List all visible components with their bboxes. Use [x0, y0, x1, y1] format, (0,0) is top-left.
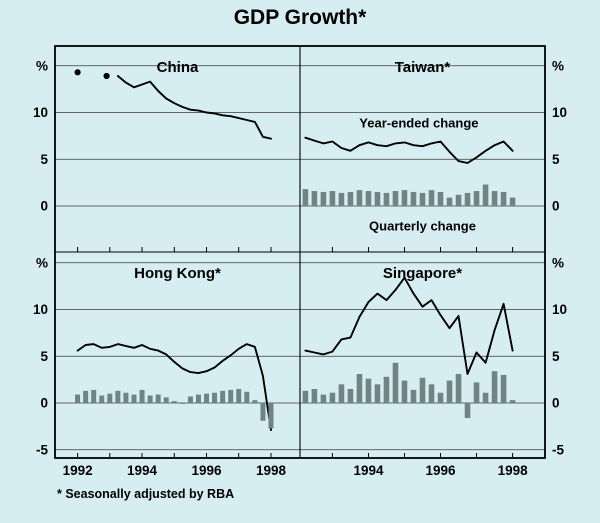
y-axis-labels: % % 10 10 5 5 0 0% % 10 10 5 5 0 0 -5 -5: [33, 58, 567, 457]
x-axis-label: 1996: [191, 463, 222, 478]
singapore-year-ended-line: [304, 276, 514, 375]
panel-title-hong-kong: Hong Kong*: [134, 265, 221, 282]
panel-title-singapore: Singapore*: [383, 265, 462, 282]
y-axis-label: 5: [40, 349, 48, 364]
chart-title: GDP Growth*: [233, 6, 367, 29]
x-axis-label: 1996: [425, 463, 456, 478]
chart-footnote: * Seasonally adjusted by RBA: [57, 487, 235, 501]
y-axis-label: 10: [33, 105, 48, 120]
taiwan-year-ended-line: [304, 136, 514, 164]
x-axis-labels: 1992 1994 1996 1998 1994 1996 1998: [63, 463, 529, 478]
y-axis-label: 0: [552, 199, 560, 214]
annotation-year-ended-change: Year-ended change: [359, 116, 478, 131]
y-axis-label: 0: [40, 199, 48, 214]
y-axis-label: -5: [36, 442, 48, 457]
china-data-dot: [103, 72, 110, 80]
panel-china: [74, 69, 272, 140]
panel-taiwan: [302, 136, 516, 206]
x-tick-marks: [77, 247, 514, 458]
y-axis-label: %: [36, 58, 48, 73]
y-axis-label: 5: [552, 349, 560, 364]
annotation-quarterly-change: Quarterly change: [369, 218, 476, 233]
taiwan-quarterly-bars: [302, 184, 516, 206]
y-axis-label: 5: [40, 152, 48, 167]
panel-singapore: [302, 276, 516, 418]
y-axis-label: -5: [552, 442, 564, 457]
singapore-quarterly-bars: [302, 362, 516, 418]
y-axis-label: 0: [552, 396, 560, 411]
y-axis-label: 10: [552, 302, 567, 317]
x-axis-label: 1998: [498, 463, 529, 478]
y-axis-label: %: [552, 58, 564, 73]
y-axis-label: %: [36, 255, 48, 270]
panel-hong-kong: [75, 343, 274, 432]
hong-kong-quarterly-bars: [75, 388, 274, 429]
panel-title-taiwan: Taiwan*: [395, 59, 451, 76]
y-axis-label: 10: [33, 302, 48, 317]
y-axis-label: 0: [40, 396, 48, 411]
x-axis-label: 1994: [127, 463, 158, 478]
x-axis-label: 1992: [63, 463, 93, 478]
y-axis-label: 5: [552, 152, 560, 167]
panel-title-china: China: [157, 59, 199, 76]
x-axis-label: 1994: [353, 463, 384, 478]
x-axis-label: 1998: [256, 463, 287, 478]
china-data-dot: [74, 69, 81, 76]
chart-frame: [54, 45, 546, 459]
hong-kong-year-ended-line: [76, 343, 272, 432]
y-axis-label: 10: [552, 105, 567, 120]
china-year-ended-line: [116, 75, 272, 140]
y-axis-label: %: [552, 255, 564, 270]
